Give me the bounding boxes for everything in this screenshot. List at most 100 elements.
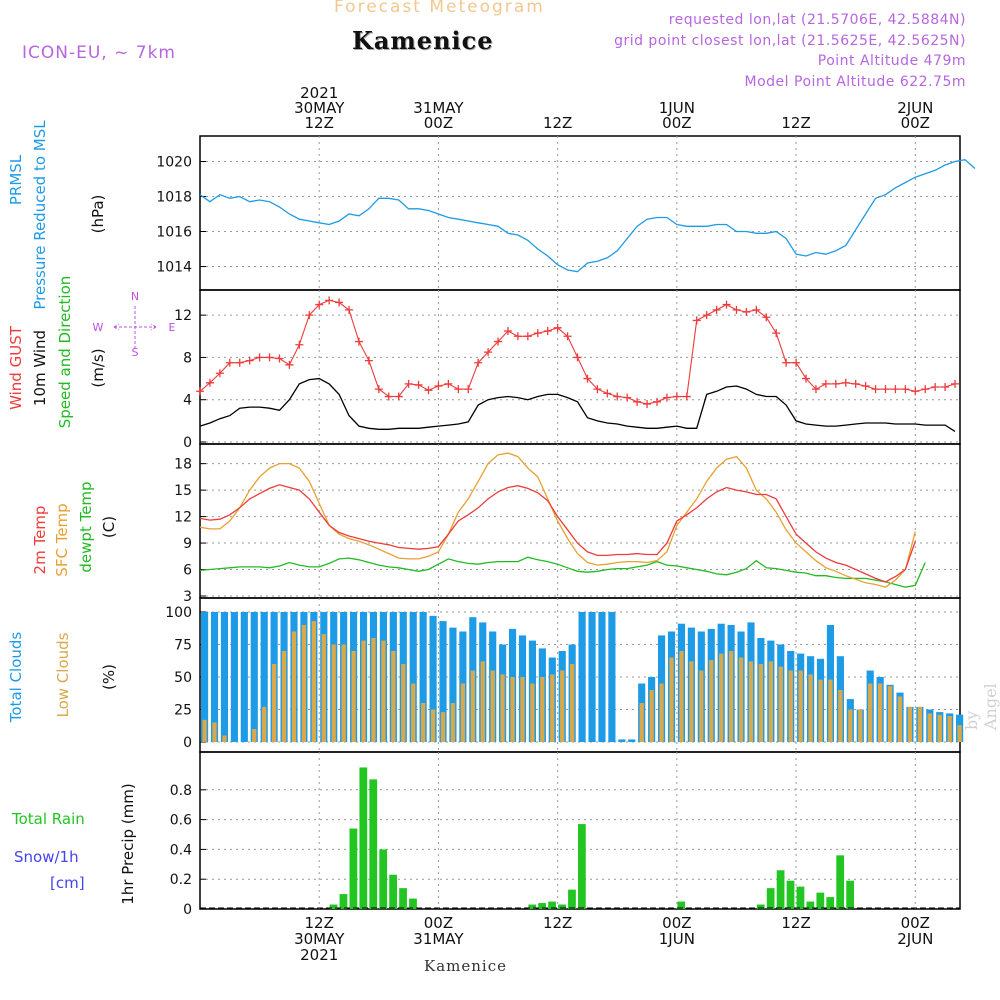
low-cloud-bar: [877, 683, 883, 742]
gust-marker: [255, 353, 264, 362]
sfc-label: SFC Temp: [53, 503, 71, 576]
temperature-panel: 3 6 9 12 15 18: [174, 443, 961, 605]
gust-marker: [881, 385, 890, 394]
t2m-line: [199, 484, 916, 583]
low-cloud-bar: [768, 661, 773, 742]
compass-e: E: [169, 321, 176, 334]
gust-marker: [712, 305, 721, 314]
gust-marker: [484, 348, 493, 357]
low-cloud-bar: [570, 664, 575, 742]
pressure-label-2: Pressure Reduced to MSL: [31, 120, 49, 310]
low-cloud-bar: [560, 670, 565, 742]
y-tick-label: 75: [174, 638, 192, 654]
rain-bar: [548, 901, 556, 909]
rain-bar: [349, 828, 358, 909]
gust-marker: [662, 393, 671, 402]
low-cloud-bar: [748, 661, 754, 742]
low-cloud-bar: [321, 634, 326, 742]
wind-speed-line: [199, 377, 956, 432]
pressure-line: [199, 159, 976, 273]
low-cloud-bar: [848, 709, 853, 742]
gust-marker: [941, 383, 950, 392]
total-cloud-bar: [449, 627, 457, 742]
y-tick-label: 1020: [156, 155, 192, 171]
gust-marker: [692, 316, 701, 325]
total-cloud-bar: [220, 612, 229, 742]
y-tick-label: 18: [174, 457, 192, 473]
gust-marker: [891, 385, 900, 394]
rain-bar: [369, 779, 378, 909]
total-clouds-label: Total Clouds: [7, 632, 25, 724]
top-time-label: 12Z: [305, 114, 334, 132]
low-cloud-bar: [440, 712, 446, 742]
rain-bar: [329, 904, 338, 909]
t2m-label: 2m Temp: [31, 506, 49, 575]
y-tick-label: 1018: [156, 190, 192, 206]
low-cloud-bar: [778, 666, 783, 742]
y-tick-label: 15: [174, 483, 192, 499]
top-time-label: 31MAY: [413, 99, 464, 117]
rain-bar: [339, 894, 348, 909]
gust-marker: [205, 378, 214, 387]
gust-marker: [345, 305, 354, 314]
gust-marker: [603, 389, 612, 398]
y-tick-label: 0.4: [170, 842, 192, 858]
rain-bar: [816, 892, 825, 909]
point-altitude: Point Altitude 479m: [817, 53, 966, 69]
gust-marker: [802, 374, 811, 383]
low-cloud-bar: [480, 661, 485, 742]
low-cloud-bar: [341, 644, 346, 742]
clouds-panel: 0 25 50 75 100: [165, 597, 964, 753]
bottom-time-label: 30MAY: [294, 930, 345, 948]
low-cloud-bar: [470, 670, 475, 742]
total-cloud-bar: [439, 621, 447, 742]
compass-w: W: [93, 321, 104, 334]
bottom-time-label: 2JUN: [897, 930, 933, 948]
low-cloud-bar: [868, 683, 873, 742]
gust-marker: [513, 332, 522, 341]
top-time-label: 2JUN: [897, 99, 933, 117]
total-cloud-bar: [628, 739, 636, 742]
gust-marker: [394, 392, 403, 401]
low-cloud-bar: [957, 725, 962, 742]
rain-bar: [836, 855, 845, 909]
compass-s: S: [132, 346, 139, 359]
gust-marker: [921, 385, 930, 394]
low-cloud-bar: [460, 683, 466, 742]
rain-bar: [578, 824, 586, 909]
rain-bar: [766, 888, 775, 909]
gust-marker: [235, 358, 244, 367]
gust-marker: [831, 379, 840, 388]
y-tick-label: 0.6: [170, 813, 192, 829]
y-tick-label: 100: [165, 605, 192, 621]
rain-bar: [826, 897, 835, 909]
gust-marker: [623, 393, 632, 402]
gust-marker: [434, 381, 443, 390]
low-cloud-bar: [301, 625, 307, 742]
low-cloud-bar: [430, 709, 436, 742]
gust-marker: [702, 311, 711, 320]
rain-bar: [528, 904, 537, 909]
dewpt-line: [199, 556, 926, 588]
low-cloud-bar: [401, 664, 406, 742]
pressure-label-1: PRMSL: [7, 154, 25, 205]
gust-marker: [752, 305, 761, 314]
low-cloud-bar: [917, 706, 923, 742]
product-title: Forecast Meteogram: [334, 0, 545, 17]
wind-dir-label: Speed and Direction: [56, 276, 74, 429]
gust-marker: [672, 392, 681, 401]
gust-marker: [414, 380, 423, 389]
station-title: Kamenice: [352, 26, 494, 55]
low-cloud-bar: [679, 651, 684, 742]
low-cloud-bar: [450, 703, 456, 742]
low-cloud-bar: [828, 679, 833, 742]
gust-marker: [245, 356, 254, 365]
y-tick-label: 12: [174, 308, 192, 324]
gust-marker: [762, 313, 771, 322]
bottom-time-label: 31MAY: [413, 930, 464, 948]
gust-marker: [911, 387, 920, 396]
y-tick-label: 0: [183, 902, 192, 918]
gust-marker: [593, 385, 602, 394]
panel-frame: [199, 443, 961, 599]
